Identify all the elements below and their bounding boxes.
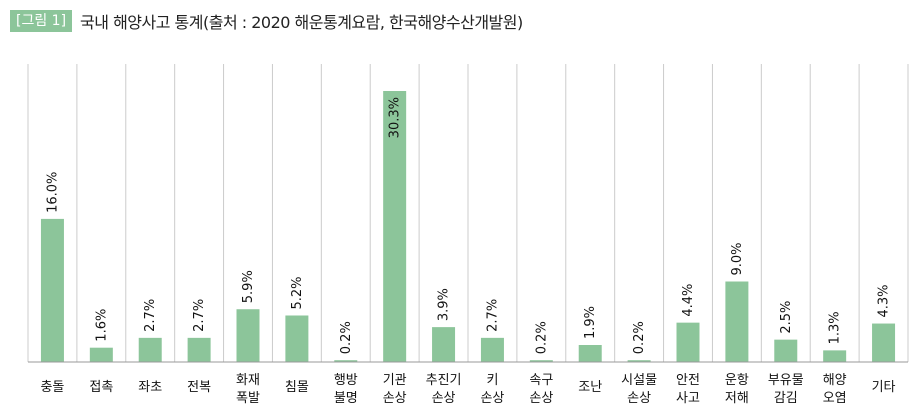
data-label-15: 2.5% (779, 301, 794, 334)
data-label-14: 9.0% (730, 242, 745, 275)
data-label-2: 2.7% (143, 299, 158, 332)
category-label-10-1: 손상 (529, 391, 553, 406)
category-label-15-0: 부유물 (768, 373, 804, 388)
bar-7 (383, 91, 407, 362)
category-label-5: 침몰 (285, 380, 309, 395)
data-label-3: 2.7% (192, 299, 207, 332)
category-label-11: 조난 (578, 380, 602, 395)
data-label-12: 0.2% (632, 321, 647, 354)
bar-10 (529, 360, 553, 362)
bar-14 (725, 281, 749, 362)
category-label-13-1: 사고 (676, 391, 700, 406)
bar-17 (872, 323, 896, 362)
data-label-9: 2.7% (485, 299, 500, 332)
category-label-12-0: 시설물 (621, 373, 657, 388)
category-label-10-0: 속구 (529, 373, 553, 388)
data-label-1: 1.6% (94, 309, 109, 342)
category-label-17: 기타 (872, 380, 896, 395)
category-label-14-1: 저해 (725, 391, 749, 406)
bar-9 (480, 337, 504, 362)
category-label-16-1: 오염 (823, 391, 847, 406)
data-label-13: 4.4% (681, 284, 696, 317)
bar-16 (823, 350, 847, 362)
data-label-10: 0.2% (534, 321, 549, 354)
data-label-8: 3.9% (437, 288, 452, 321)
category-label-8-0: 추진기 (426, 373, 462, 388)
bar-0 (40, 218, 64, 362)
category-label-9-0: 키 (486, 373, 498, 388)
data-label-4: 5.9% (241, 270, 256, 303)
data-label-7: 30.3% (388, 97, 403, 138)
category-label-7-1: 손상 (383, 391, 407, 406)
bar-2 (138, 337, 162, 362)
bar-1 (89, 347, 113, 362)
bar-15 (774, 339, 798, 362)
data-label-6: 0.2% (339, 321, 354, 354)
figure-badge: [그림 1] (10, 10, 73, 32)
category-label-8-1: 손상 (432, 391, 456, 406)
bar-3 (187, 337, 211, 362)
figure-header: [그림 1] 국내 해양사고 통계(출처 : 2020 해운통계요람, 한국해양… (10, 8, 523, 34)
category-label-4-0: 화재 (236, 373, 260, 388)
bar-8 (432, 327, 456, 362)
category-label-13-0: 안전 (676, 373, 700, 388)
bar-5 (285, 315, 309, 362)
category-label-1: 접촉 (89, 380, 113, 395)
category-label-0: 충돌 (40, 380, 64, 395)
category-label-6-1: 불명 (334, 391, 358, 406)
bar-13 (676, 322, 700, 362)
category-label-12-1: 손상 (627, 391, 651, 406)
category-label-6-0: 행방 (334, 372, 358, 388)
data-label-0: 16.0% (45, 172, 60, 213)
data-label-5: 5.2% (290, 276, 305, 309)
category-label-9-1: 손상 (480, 391, 504, 406)
category-label-3: 전복 (187, 380, 211, 395)
category-label-2: 좌초 (138, 380, 162, 395)
bar-6 (334, 360, 358, 362)
data-label-16: 1.3% (828, 311, 843, 344)
data-label-11: 1.9% (583, 306, 598, 339)
category-label-14-0: 운항 (725, 373, 749, 388)
category-label-4-1: 폭발 (236, 391, 260, 406)
bar-12 (627, 360, 651, 362)
category-label-7-0: 기관 (383, 373, 407, 388)
bar-4 (236, 309, 260, 362)
chart-title: 국내 해양사고 통계(출처 : 2020 해운통계요람, 한국해양수산개발원) (80, 13, 523, 32)
bar-11 (578, 345, 602, 362)
data-label-17: 4.3% (877, 285, 892, 318)
category-label-16-0: 해양 (823, 373, 847, 388)
category-label-15-1: 감김 (774, 391, 798, 406)
